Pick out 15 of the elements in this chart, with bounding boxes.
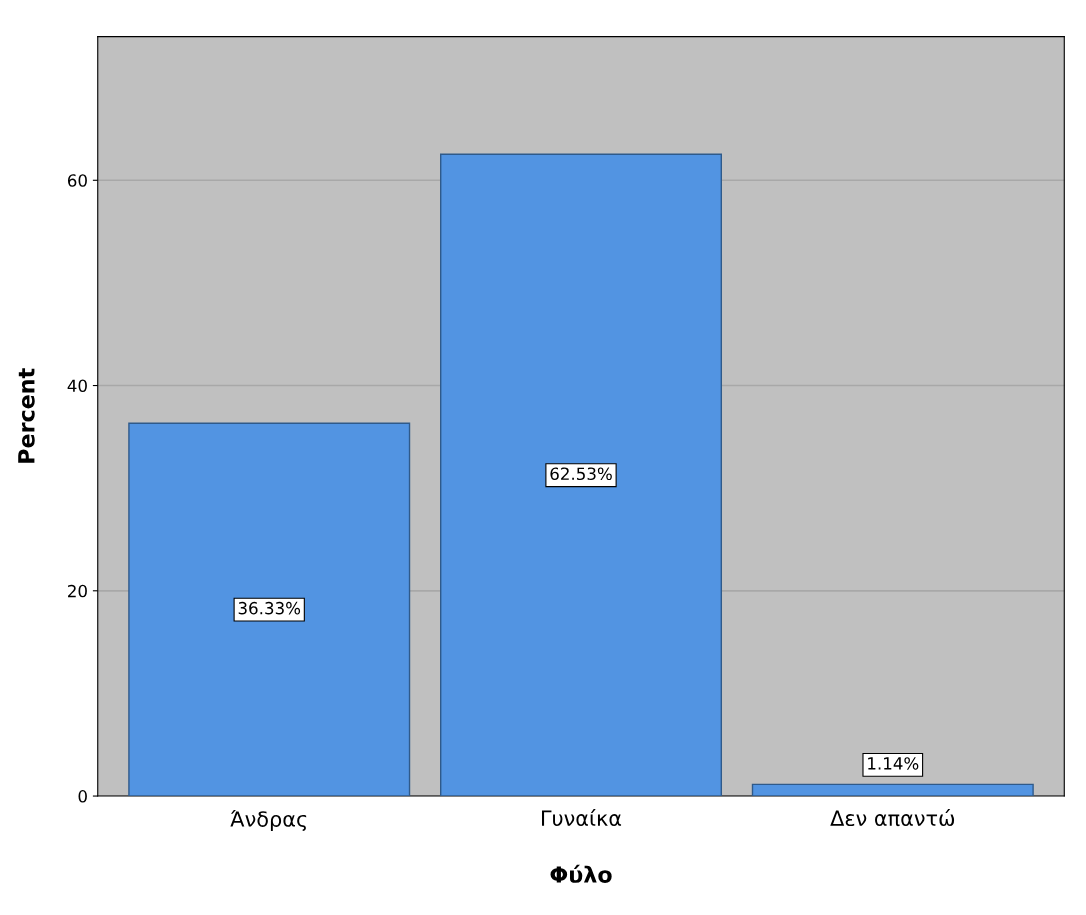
y-tick-label: 60 [67,174,87,187]
bar [751,783,1034,797]
bar [440,153,723,797]
data-label: 62.53% [550,467,612,481]
y-tick-label: 40 [67,379,87,393]
x-tick-label: Άνδρας [230,809,307,831]
y-tick-label: 20 [68,584,87,598]
x-tick-label: Γυναίκα [542,809,622,827]
y-axis-title: Percent [18,368,35,463]
bar [128,422,411,797]
y-tick-label: 0 [78,790,87,803]
data-label: 36.33% [238,601,301,615]
x-tick-label: Δεν απαντώ [830,809,955,827]
x-axis-title: Φύλο [550,864,612,883]
data-label: 1.14% [868,757,919,770]
